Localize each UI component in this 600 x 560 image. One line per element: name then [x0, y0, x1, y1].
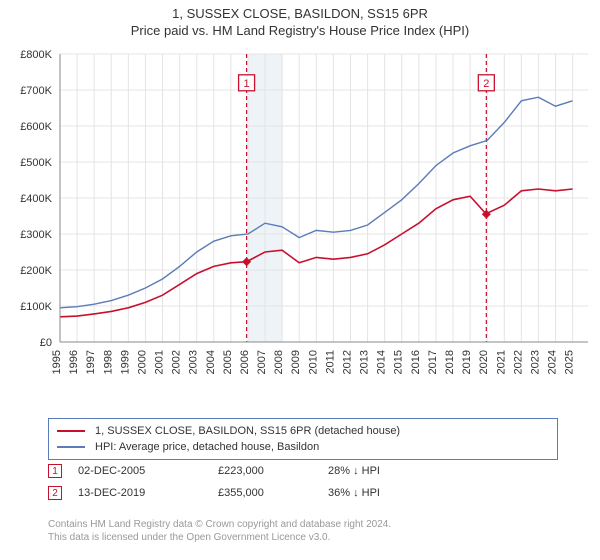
- svg-text:£200K: £200K: [20, 265, 52, 277]
- attribution-line: Contains HM Land Registry data © Crown c…: [48, 518, 558, 531]
- svg-text:2018: 2018: [444, 350, 456, 374]
- sale-date: 02-DEC-2005: [78, 465, 218, 477]
- legend-label: 1, SUSSEX CLOSE, BASILDON, SS15 6PR (det…: [95, 425, 400, 437]
- svg-text:2006: 2006: [239, 350, 251, 374]
- svg-text:1: 1: [244, 78, 250, 90]
- legend-item: 1, SUSSEX CLOSE, BASILDON, SS15 6PR (det…: [57, 423, 549, 439]
- svg-text:2024: 2024: [547, 350, 559, 374]
- sale-diff: 36% ↓ HPI: [328, 487, 448, 499]
- svg-text:2007: 2007: [256, 350, 268, 374]
- svg-text:£800K: £800K: [20, 49, 52, 61]
- legend-label: HPI: Average price, detached house, Basi…: [95, 441, 319, 453]
- svg-text:2005: 2005: [222, 350, 234, 374]
- svg-text:2019: 2019: [461, 350, 473, 374]
- chart: £0 £100K £200K £300K £400K £500K £600K £700K £80…: [0, 44, 600, 404]
- svg-text:2014: 2014: [376, 350, 388, 374]
- svg-text:£0: £0: [40, 337, 52, 349]
- svg-text:2011: 2011: [324, 350, 336, 374]
- figure-container: 1, SUSSEX CLOSE, BASILDON, SS15 6PR Pric…: [0, 0, 600, 560]
- svg-text:2023: 2023: [529, 350, 541, 374]
- svg-text:2025: 2025: [564, 350, 576, 374]
- svg-text:2004: 2004: [205, 350, 217, 374]
- svg-text:1996: 1996: [68, 350, 80, 374]
- svg-text:£100K: £100K: [20, 301, 52, 313]
- svg-text:1997: 1997: [85, 350, 97, 374]
- svg-text:£500K: £500K: [20, 157, 52, 169]
- sale-row: 2 13-DEC-2019 £355,000 36% ↓ HPI: [48, 482, 558, 504]
- svg-text:1999: 1999: [119, 350, 131, 374]
- svg-text:1998: 1998: [102, 350, 114, 374]
- svg-text:2002: 2002: [171, 350, 183, 374]
- svg-text:2: 2: [483, 78, 489, 90]
- sale-date: 13-DEC-2019: [78, 487, 218, 499]
- title-block: 1, SUSSEX CLOSE, BASILDON, SS15 6PR Pric…: [0, 0, 600, 38]
- attribution-line: This data is licensed under the Open Gov…: [48, 531, 558, 544]
- chart-svg: £0 £100K £200K £300K £400K £500K £600K £700K £80…: [0, 44, 600, 404]
- sale-price: £223,000: [218, 465, 328, 477]
- svg-text:2016: 2016: [410, 350, 422, 374]
- svg-text:2022: 2022: [512, 350, 524, 374]
- svg-text:£700K: £700K: [20, 85, 52, 97]
- sale-marker-icon: 2: [48, 486, 62, 500]
- svg-text:2020: 2020: [478, 350, 490, 374]
- svg-text:2000: 2000: [136, 350, 148, 374]
- svg-text:1995: 1995: [51, 350, 63, 374]
- legend: 1, SUSSEX CLOSE, BASILDON, SS15 6PR (det…: [48, 418, 558, 460]
- svg-text:2008: 2008: [273, 350, 285, 374]
- svg-text:2015: 2015: [393, 350, 405, 374]
- svg-text:2009: 2009: [290, 350, 302, 374]
- legend-swatch: [57, 430, 85, 432]
- svg-text:2001: 2001: [154, 350, 166, 374]
- svg-text:2012: 2012: [341, 350, 353, 374]
- svg-text:2010: 2010: [307, 350, 319, 374]
- svg-text:£400K: £400K: [20, 193, 52, 205]
- sale-price: £355,000: [218, 487, 328, 499]
- sale-row: 1 02-DEC-2005 £223,000 28% ↓ HPI: [48, 460, 558, 482]
- svg-text:2013: 2013: [359, 350, 371, 374]
- legend-swatch: [57, 446, 85, 448]
- attribution: Contains HM Land Registry data © Crown c…: [48, 518, 558, 544]
- svg-text:2003: 2003: [188, 350, 200, 374]
- legend-item: HPI: Average price, detached house, Basi…: [57, 439, 549, 455]
- title-subtitle: Price paid vs. HM Land Registry's House …: [0, 23, 600, 38]
- svg-text:£600K: £600K: [20, 121, 52, 133]
- svg-text:2021: 2021: [495, 350, 507, 374]
- sales-table: 1 02-DEC-2005 £223,000 28% ↓ HPI 2 13-DE…: [48, 460, 558, 504]
- title-address: 1, SUSSEX CLOSE, BASILDON, SS15 6PR: [0, 6, 600, 21]
- svg-text:£300K: £300K: [20, 229, 52, 241]
- svg-text:2017: 2017: [427, 350, 439, 374]
- sale-marker-icon: 1: [48, 464, 62, 478]
- sale-diff: 28% ↓ HPI: [328, 465, 448, 477]
